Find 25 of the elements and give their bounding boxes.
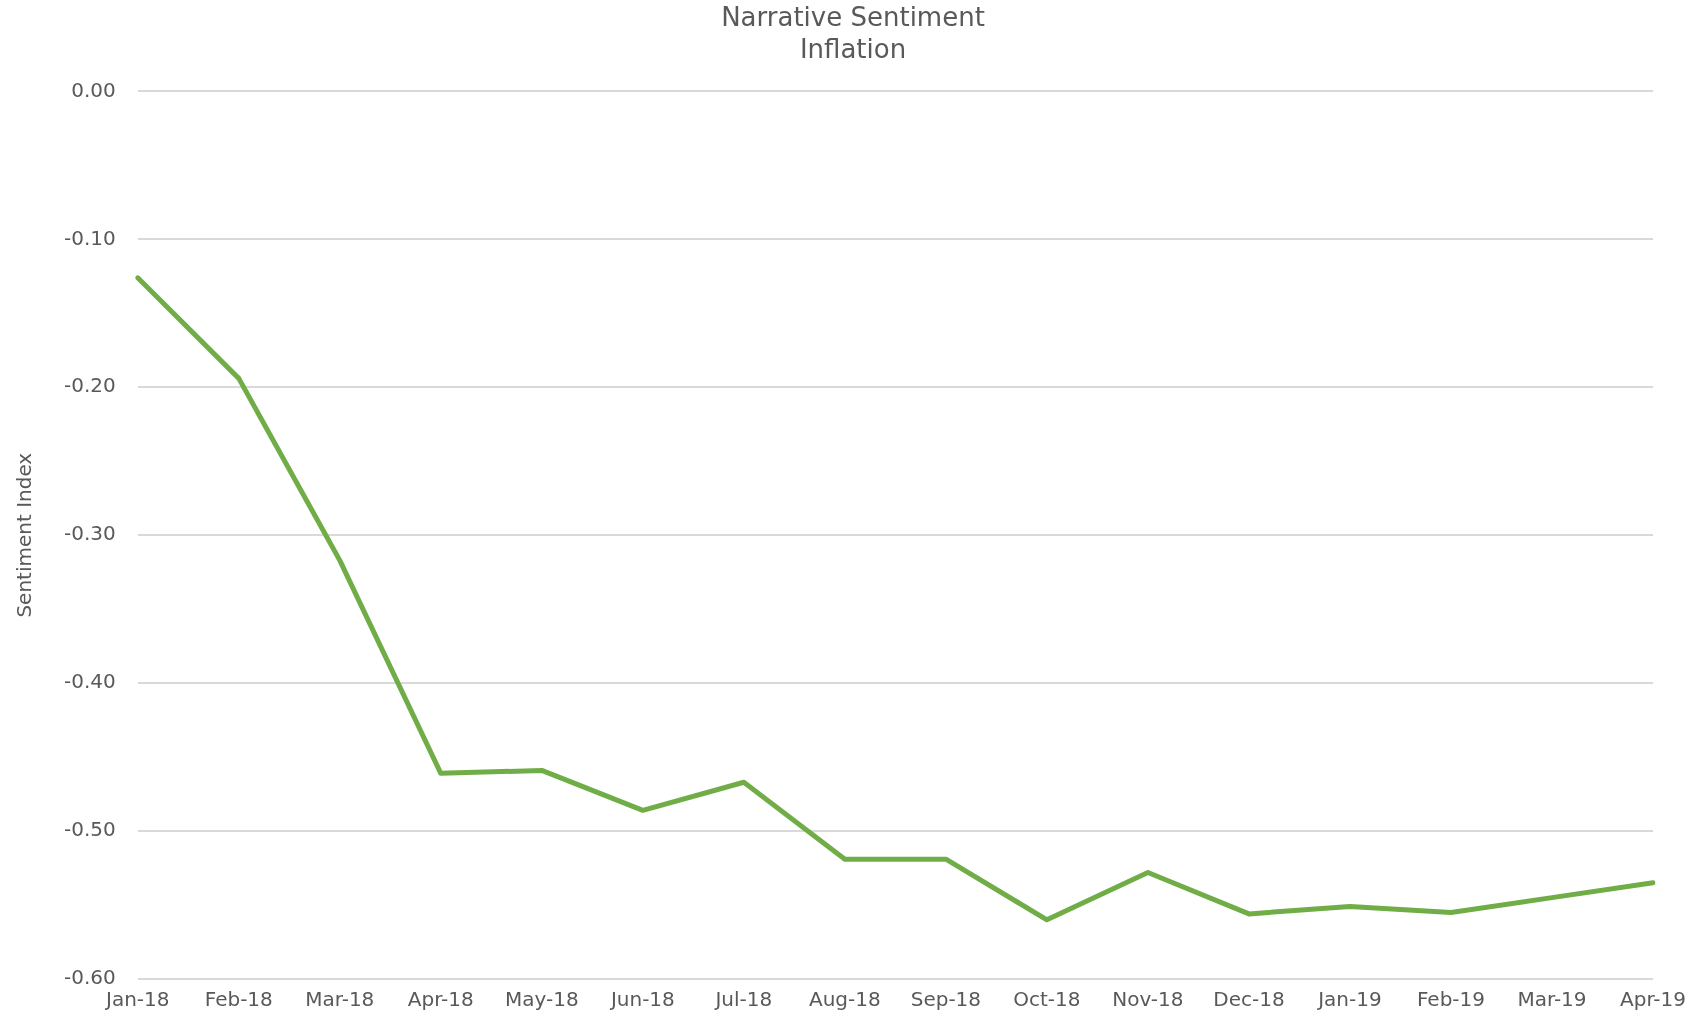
x-tick-label: Mar-19 [1517, 987, 1587, 1012]
x-tick-label: Jan-19 [1316, 987, 1382, 1012]
x-tick-label: Oct-18 [1013, 987, 1081, 1012]
y-tick-label: -0.50 [64, 817, 116, 842]
x-tick-label: Apr-18 [407, 987, 474, 1012]
x-tick-label: Aug-18 [809, 987, 881, 1012]
y-tick-label: -0.60 [64, 965, 116, 990]
x-tick-label: Feb-19 [1416, 987, 1486, 1012]
y-tick-label: -0.40 [64, 669, 116, 694]
x-tick-label: Mar-18 [305, 987, 375, 1012]
y-tick-label: -0.20 [64, 373, 116, 398]
x-tick-label: Sep-18 [910, 987, 982, 1012]
x-tick-label: Jan-18 [104, 987, 170, 1012]
y-axis-title: Sentiment Index [12, 452, 37, 618]
chart-title: Narrative Sentiment Inflation [721, 2, 985, 64]
y-tick-label: -0.30 [64, 521, 116, 546]
x-tick-label: Apr-19 [1620, 987, 1687, 1012]
x-tick-label: Nov-18 [1112, 987, 1184, 1012]
x-tick-label: Jul-18 [713, 987, 773, 1012]
x-tick-label: Feb-18 [204, 987, 273, 1012]
x-tick-label: Dec-18 [1213, 987, 1285, 1012]
y-tick-label: 0.00 [71, 77, 116, 102]
y-tick-label: -0.10 [64, 225, 116, 250]
x-tick-label: Jun-18 [608, 987, 675, 1012]
x-tick-label: May-18 [504, 987, 579, 1012]
